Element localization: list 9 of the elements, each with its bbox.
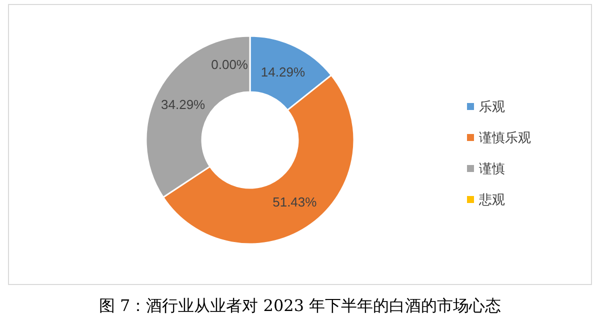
data-label: 51.43% <box>272 194 318 210</box>
data-label: 14.29% <box>260 64 306 80</box>
legend-label: 乐观 <box>479 99 505 114</box>
legend-label: 悲观 <box>478 192 505 207</box>
text: 图 7：酒行业从业者对 2023 年下半年的白酒的市场心态 <box>98 296 502 315</box>
legend-label: 谨慎乐观 <box>479 130 531 145</box>
legend-label: 谨慎 <box>479 161 505 176</box>
data-label: 34.29% <box>161 96 206 112</box>
text: 0.00% <box>211 57 248 72</box>
